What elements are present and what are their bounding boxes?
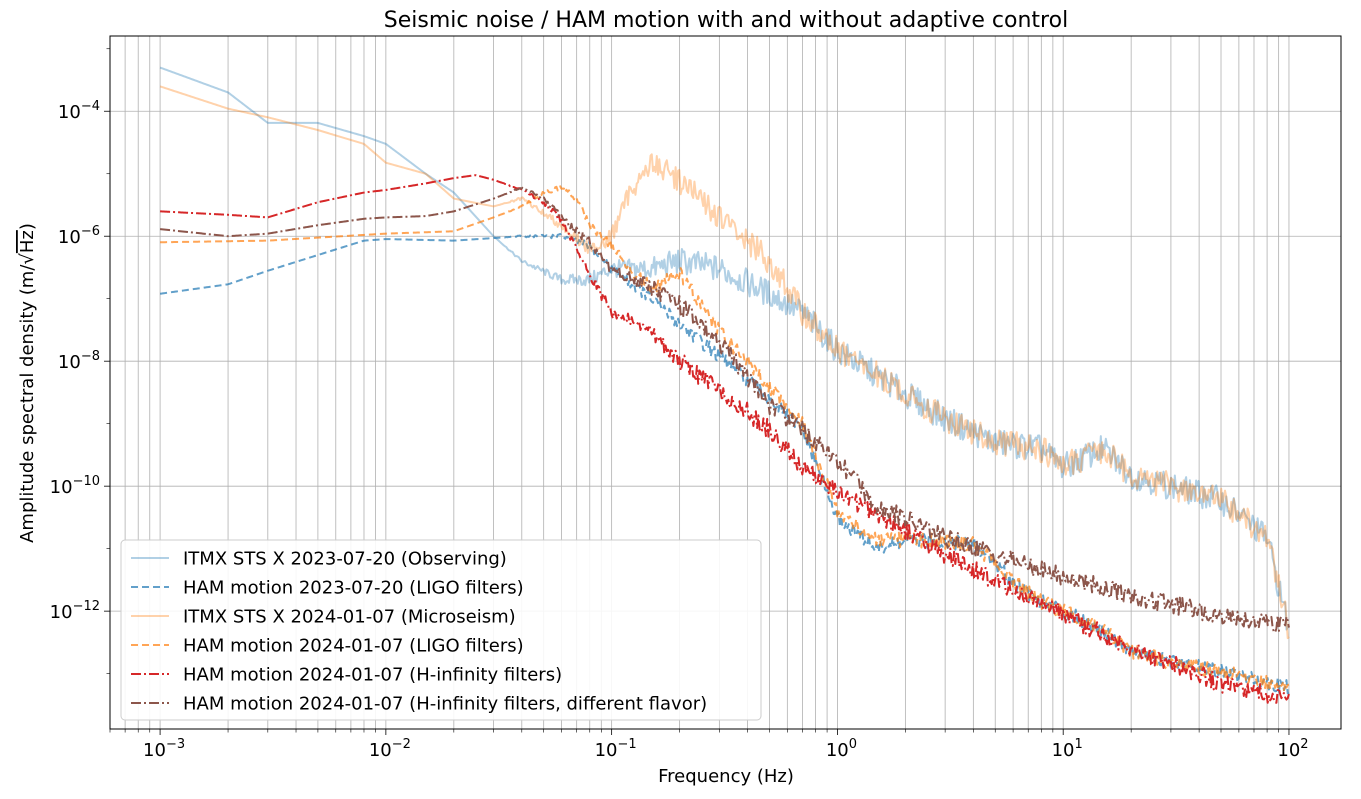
legend: ITMX STS X 2023-07-20 (Observing) HAM mot… (120, 539, 762, 721)
y-tick-label: 10−4 (58, 99, 100, 123)
series-line-5 (160, 174, 1290, 704)
y-tick-label-exponent: −10 (73, 474, 100, 489)
series-line-1 (159, 66, 1290, 631)
series-line-3 (159, 85, 1290, 640)
x-tick-label-base: 10 (826, 740, 849, 761)
y-axis-label-radical: √ (17, 253, 38, 265)
legend-label: ITMX STS X 2024-01-07 (Microseism) (183, 607, 516, 628)
series-line-2 (159, 232, 1290, 695)
x-axis-label: Frequency (Hz) (658, 766, 794, 787)
chart-title: Seismic noise / HAM motion with and with… (384, 8, 1068, 33)
x-tick-label-exponent: −2 (392, 737, 411, 752)
x-tick-label: 100 (826, 737, 857, 761)
x-tick-label-exponent: −1 (618, 737, 637, 752)
x-tick-label: 101 (1052, 737, 1083, 761)
x-tick-label-base: 10 (595, 740, 618, 761)
y-axis-label-suffix: ) (17, 223, 38, 230)
x-tick-label-base: 10 (369, 740, 392, 761)
x-tick-label: 10−3 (143, 737, 185, 761)
y-axis-label-group: Amplitude spectral density (m/√Hz) (17, 223, 38, 543)
x-tick-label-exponent: −3 (166, 737, 185, 752)
legend-label: HAM motion 2023-07-20 (LIGO filters) (183, 578, 524, 599)
tick-layer: 10−3 10−2 10−1 100 101 10210−1210−1010−810−61… (50, 48, 1309, 761)
legend-label: ITMX STS X 2023-07-20 (Observing) (183, 549, 507, 570)
legend-label: HAM motion 2024-01-07 (H-infinity filter… (183, 665, 562, 686)
x-tick-label: 10−1 (595, 737, 637, 761)
y-tick-label-base: 10 (58, 352, 81, 373)
x-tick-label-exponent: 2 (1300, 737, 1308, 752)
series-layer (159, 66, 1290, 704)
y-axis-label-prefix: Amplitude spectral density (m/ (17, 264, 38, 543)
x-tick-label: 102 (1277, 737, 1308, 761)
legend-frame (120, 539, 762, 721)
y-tick-label: 10−8 (58, 349, 100, 373)
y-tick-label-base: 10 (58, 102, 81, 123)
y-axis-label-radicand: Hz (17, 230, 38, 253)
x-tick-label-base: 10 (143, 740, 166, 761)
y-tick-label-exponent: −4 (81, 99, 100, 114)
y-tick-label: 10−6 (58, 224, 100, 248)
y-tick-label-base: 10 (58, 227, 81, 248)
x-tick-label-base: 10 (1277, 740, 1300, 761)
plot-frame (109, 35, 1342, 730)
y-tick-label: 10−10 (50, 474, 100, 498)
legend-label: HAM motion 2024-01-07 (H-infinity filter… (183, 694, 707, 715)
x-tick-label: 10−2 (369, 737, 411, 761)
y-tick-label-base: 10 (50, 477, 73, 498)
y-tick-label-exponent: −6 (81, 224, 100, 239)
y-tick-label: 10−12 (50, 599, 100, 623)
y-axis-label: Amplitude spectral density (m/√Hz) (17, 223, 38, 543)
x-tick-label-base: 10 (1052, 740, 1075, 761)
y-tick-label-base: 10 (50, 602, 73, 623)
x-tick-label-exponent: 1 (1075, 737, 1083, 752)
series-line-6 (159, 186, 1290, 634)
y-tick-label-exponent: −12 (73, 599, 100, 614)
series-line-4 (160, 185, 1290, 692)
x-tick-label-exponent: 0 (849, 737, 857, 752)
y-tick-label-exponent: −8 (81, 349, 100, 364)
legend-label: HAM motion 2024-01-07 (LIGO filters) (183, 636, 524, 657)
